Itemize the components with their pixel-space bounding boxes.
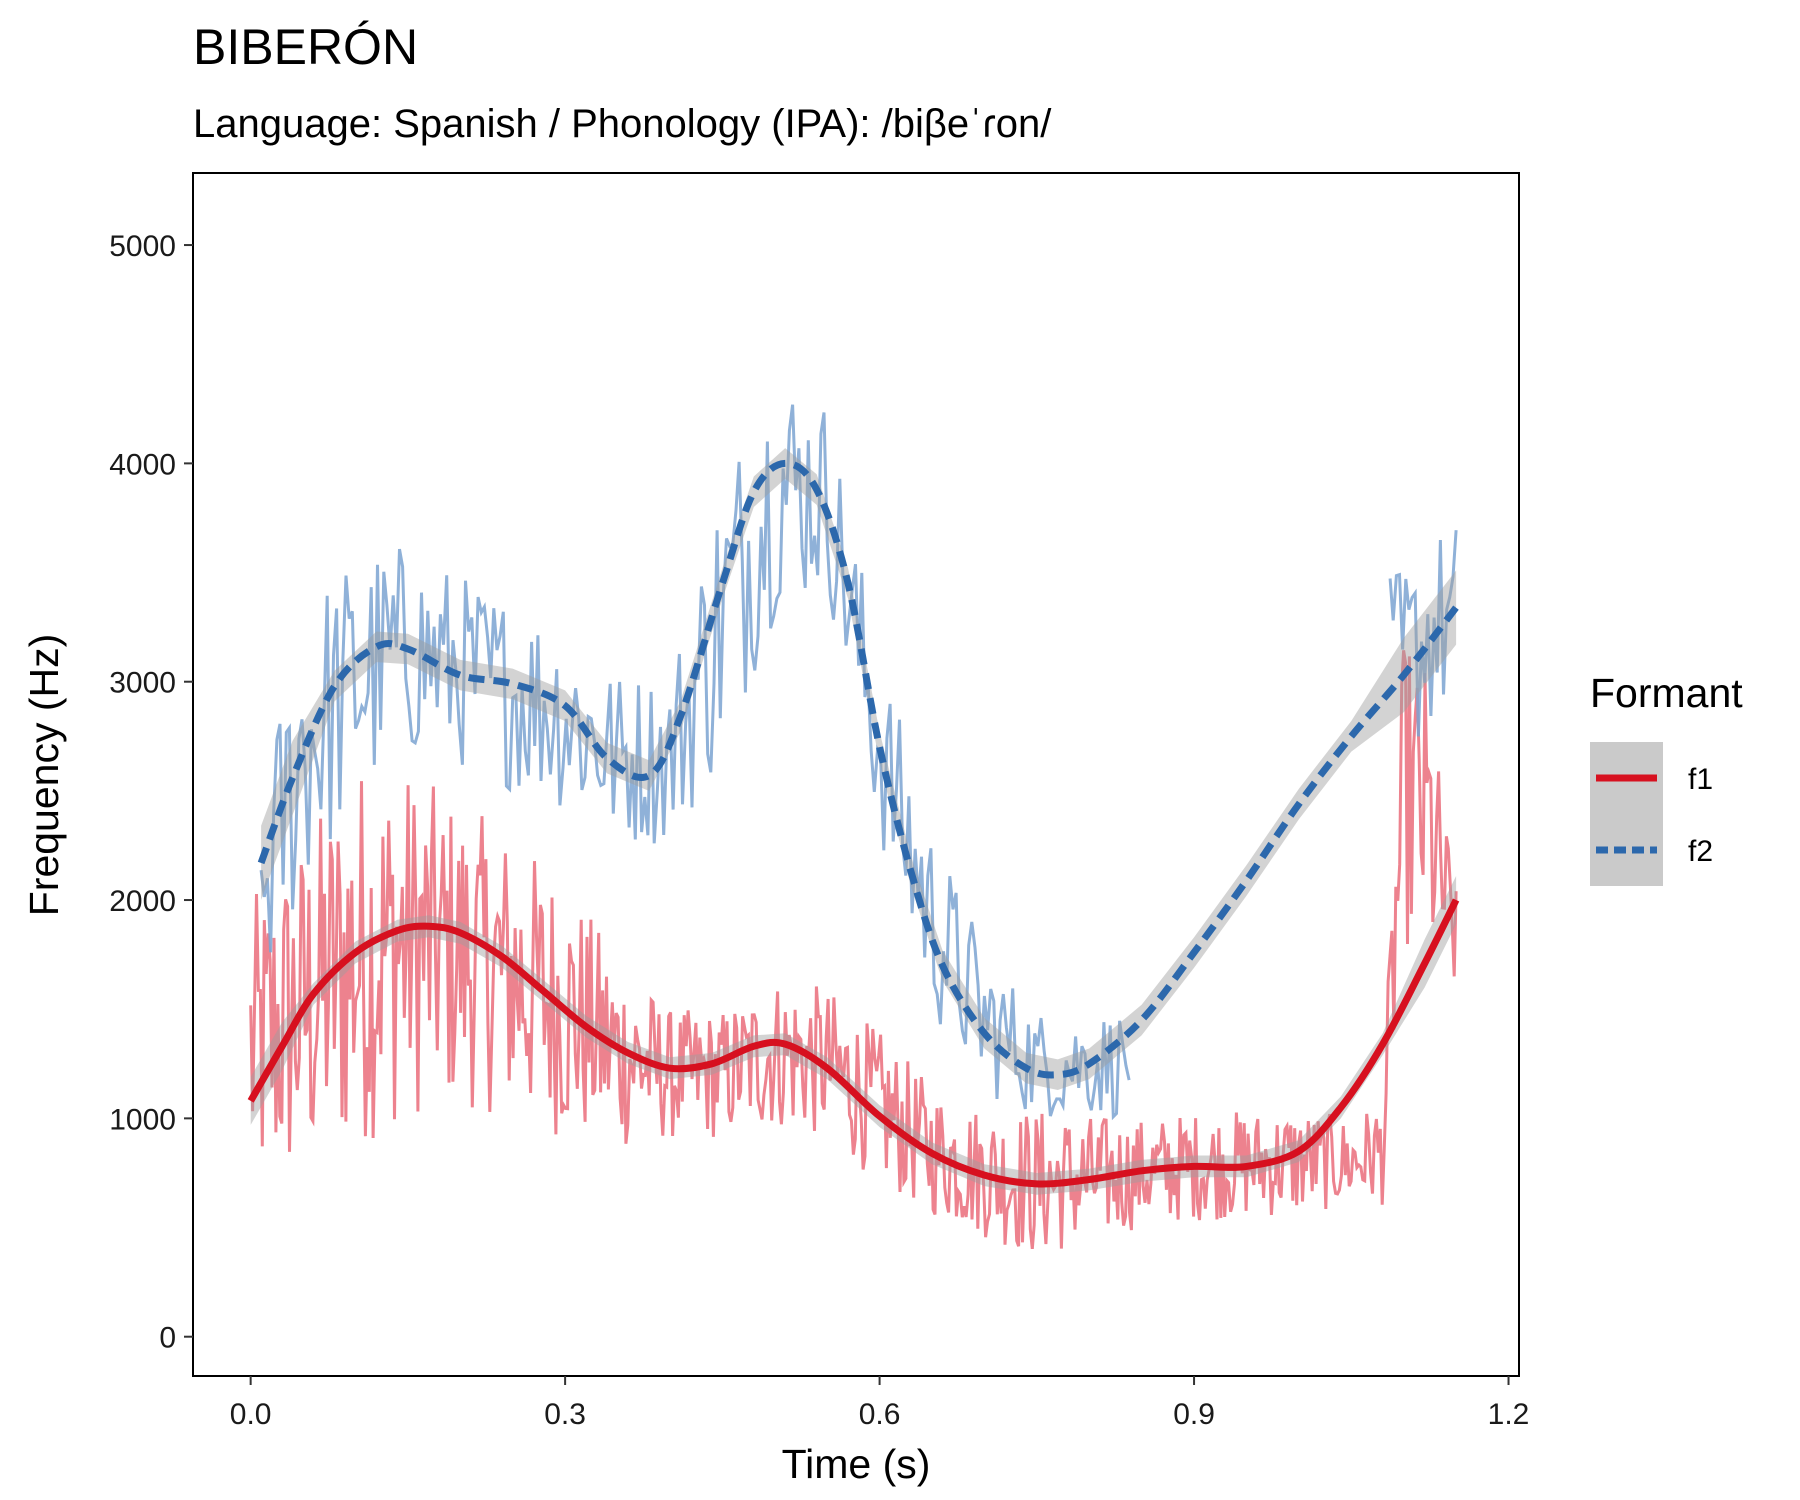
chart-title: BIBERÓN xyxy=(193,19,418,75)
x-axis: 0.0 0.3 0.6 0.9 1.2 xyxy=(230,1376,1530,1431)
y-tick-label: 5000 xyxy=(109,230,176,263)
raw-track-f2 xyxy=(259,404,1458,1121)
y-tick-label: 1000 xyxy=(109,1103,176,1136)
y-tick-label: 2000 xyxy=(109,885,176,918)
y-axis-title: Frequency (Hz) xyxy=(21,634,67,917)
y-tick-label: 0 xyxy=(159,1322,176,1355)
plot-area xyxy=(247,404,1460,1250)
x-tick-label: 0.0 xyxy=(230,1398,272,1431)
plot-panel-border xyxy=(192,172,1520,1377)
x-tick-label: 0.6 xyxy=(859,1398,901,1431)
legend: Formant f1 f2 xyxy=(1590,670,1743,886)
y-axis: 0 1000 2000 3000 4000 5000 xyxy=(109,230,193,1355)
chart-subtitle: Language: Spanish / Phonology (IPA): /bi… xyxy=(193,102,1052,146)
x-tick-label: 1.2 xyxy=(1488,1398,1530,1431)
x-tick-label: 0.3 xyxy=(544,1398,586,1431)
legend-title: Formant xyxy=(1590,670,1743,716)
raw-track-f1 xyxy=(249,650,1458,1250)
legend-label-f1: f1 xyxy=(1688,763,1713,796)
fitted-line-f2 xyxy=(257,459,1459,1079)
y-tick-label: 3000 xyxy=(109,667,176,700)
x-axis-title: Time (s) xyxy=(782,1441,931,1487)
legend-label-f2: f2 xyxy=(1688,835,1713,868)
confidence-band-f2 xyxy=(261,448,1457,1091)
x-tick-label: 0.9 xyxy=(1173,1398,1215,1431)
fitted-line-f1 xyxy=(247,898,1460,1188)
y-tick-label: 4000 xyxy=(109,448,176,481)
